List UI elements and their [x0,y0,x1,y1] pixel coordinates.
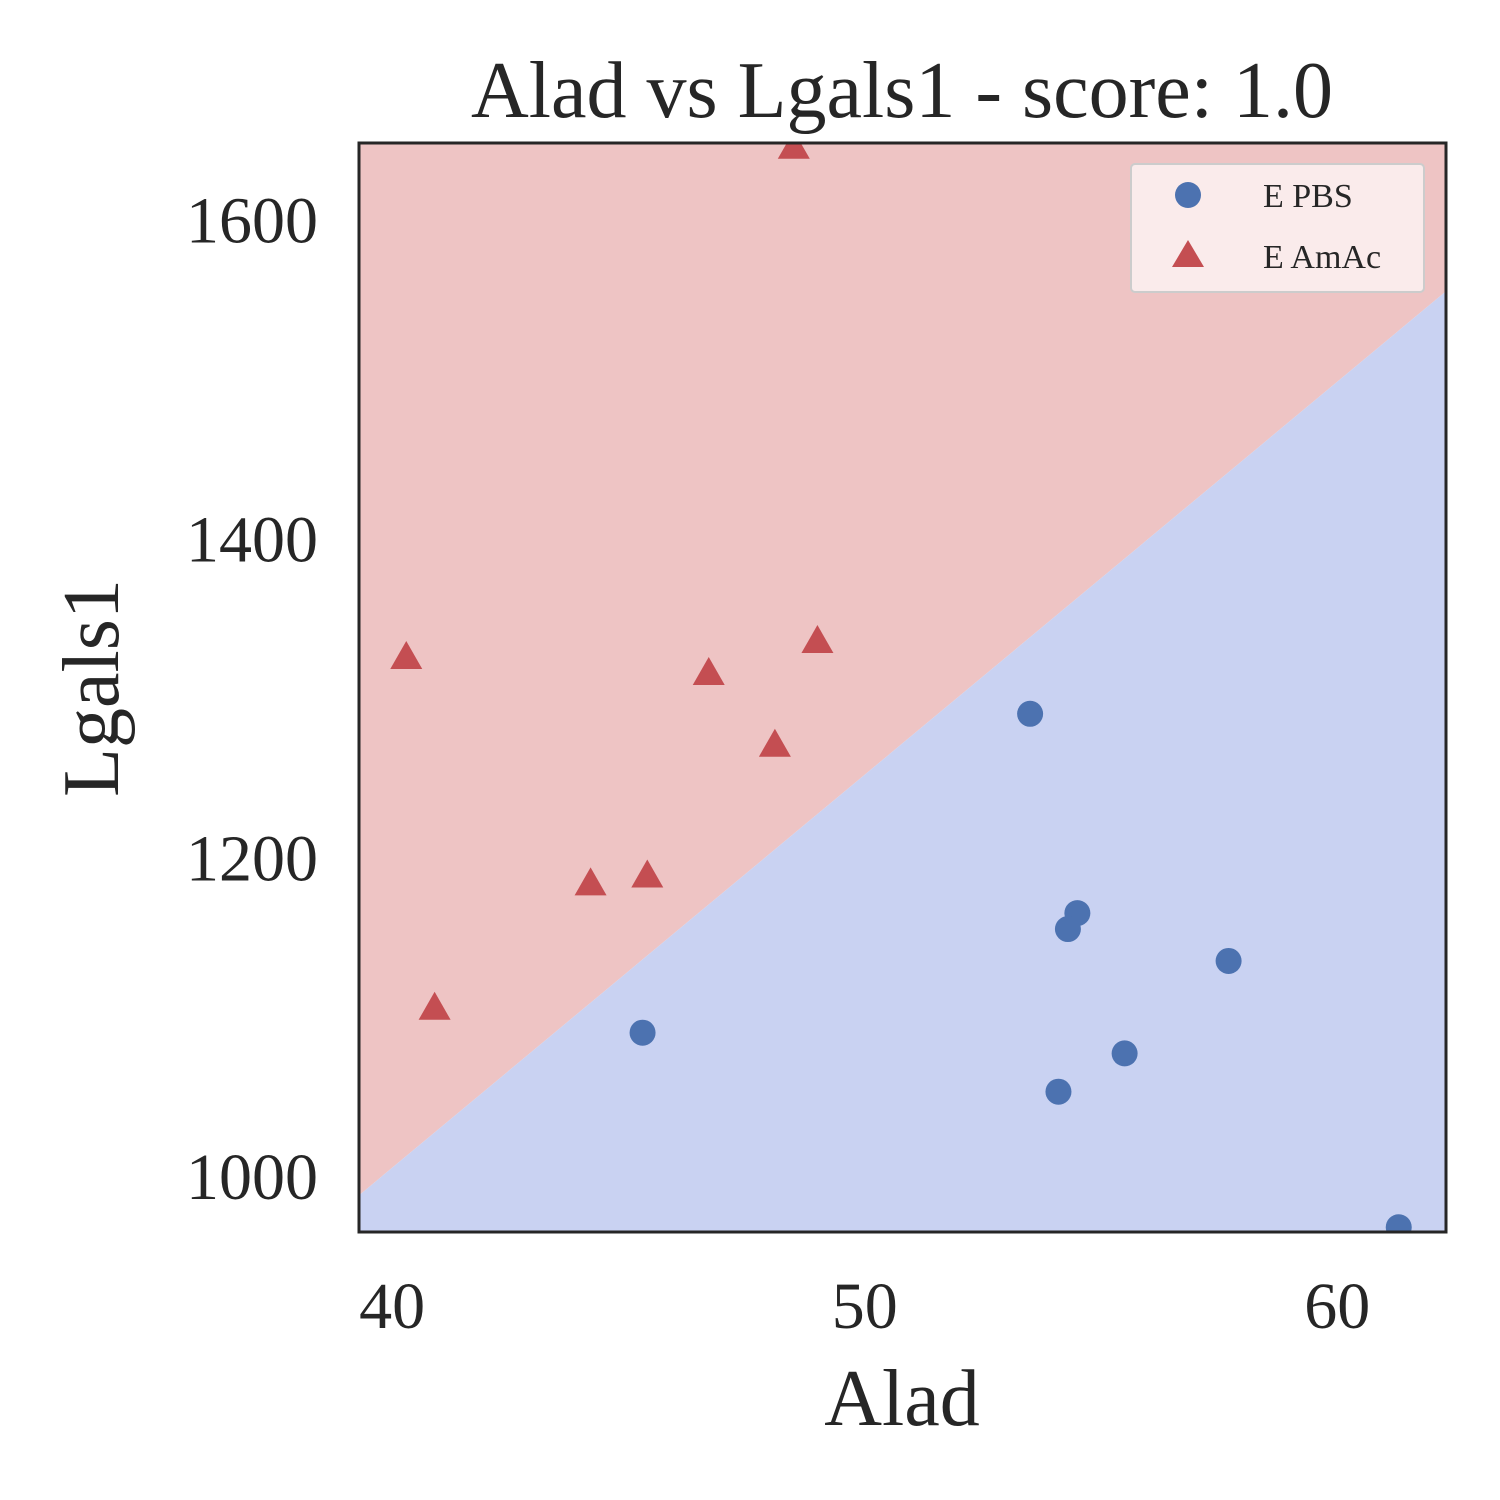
y-axis-label: Lgals1 [48,579,136,797]
x-tick-label: 40 [359,1270,425,1343]
data-point-e-pbs [629,1019,656,1046]
decision-region-e-pbs [359,291,1446,1232]
data-point-e-pbs [1045,1078,1072,1105]
data-point-e-amac [777,143,810,159]
plot-frame [357,141,1448,1234]
y-tick-label: 1400 [186,503,318,576]
y-tick-label: 1000 [186,1141,318,1214]
data-point-e-amac [692,656,725,685]
legend-label-e-amac: E AmAc [1263,239,1381,276]
plot-area [359,143,1446,1232]
data-point-e-amac [801,625,834,654]
data-point-e-pbs [1215,947,1242,974]
data-point-e-amac [631,859,664,888]
y-tick-label: 1600 [186,185,318,258]
legend-marker-e-amac [1172,240,1204,267]
legend: E PBS E AmAc [1130,163,1425,293]
data-point-e-pbs [1111,1040,1138,1067]
y-tick-label: 1200 [186,822,318,895]
data-point-e-amac [418,991,451,1020]
y-axis-ticks: 1000 1200 1400 1600 [186,185,318,1215]
data-point-e-amac [574,867,607,896]
data-point-e-amac [390,641,423,670]
data-point-e-amac [758,728,791,757]
x-axis-ticks: 40 50 60 [359,1270,1370,1343]
x-tick-label: 60 [1304,1270,1370,1343]
data-point-e-pbs [1054,916,1081,943]
legend-box [1130,163,1425,293]
data-point-e-pbs [1017,700,1044,727]
points-layer [390,143,1412,1232]
legend-label-e-pbs: E PBS [1263,178,1353,215]
x-axis-label: Alad [824,1355,980,1443]
chart-title: Alad vs Lgals1 - score: 1.0 [471,47,1333,135]
decision-region-e-amac [359,143,1446,1196]
x-tick-label: 50 [832,1270,898,1343]
legend-marker-e-pbs [1175,182,1201,208]
data-point-e-pbs [1385,1214,1412,1232]
